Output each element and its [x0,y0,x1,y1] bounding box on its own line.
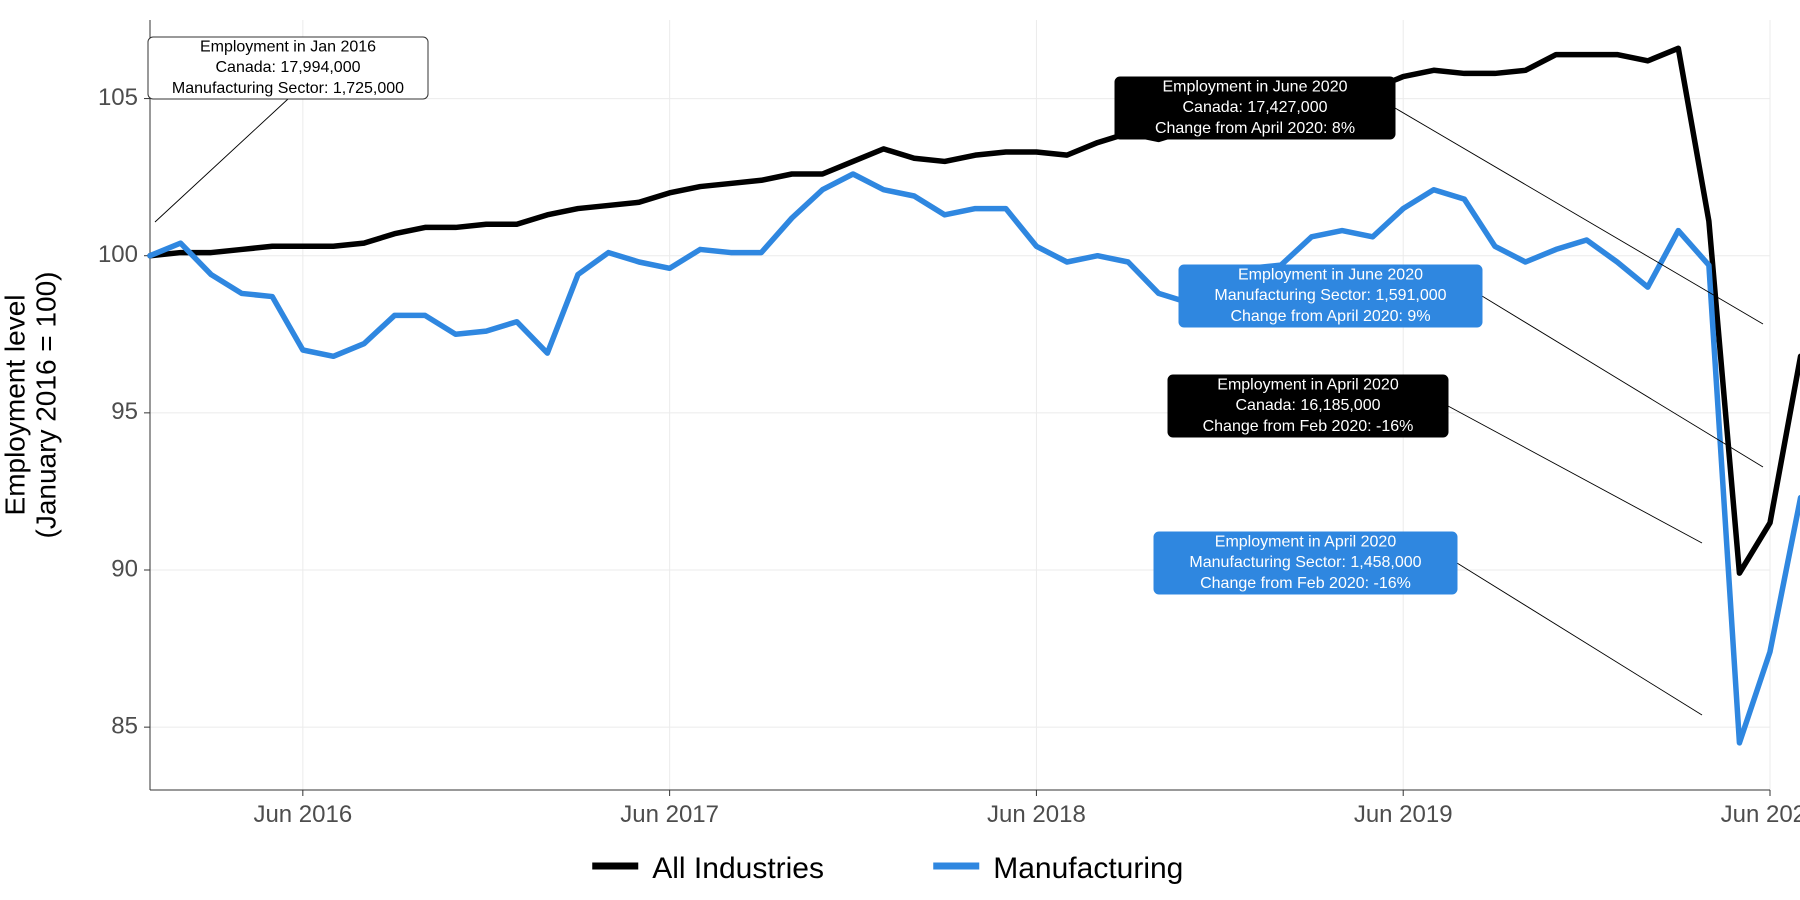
plot-panel [150,20,1770,790]
callout-text: Manufacturing Sector: 1,725,000 [172,80,404,97]
callout-text: Employment in June 2020 [1163,79,1348,96]
callout-text: Manufacturing Sector: 1,458,000 [1189,554,1421,571]
callout-text: Change from April 2020: 8% [1155,120,1355,137]
y-axis-label: Employment level(January 2016 = 100) [0,272,61,539]
y-tick-label: 95 [111,398,138,425]
callout-text: Change from April 2020: 9% [1230,308,1430,325]
x-tick-label: Jun 2019 [1354,801,1453,828]
employment-line-chart: 85 90 95 100 105 Jun 2016 Jun 2017 Jun 2018 Jun … [0,0,1800,900]
legend-swatch [933,863,979,870]
callout-text: Canada: 17,994,000 [215,59,360,76]
y-tick-label: 85 [111,712,138,739]
callout-text: Employment in June 2020 [1238,267,1423,284]
callout-text: Change from Feb 2020: -16% [1200,575,1411,592]
callout-text: Employment in April 2020 [1217,377,1399,394]
legend-label: Manufacturing [993,852,1183,885]
x-tick-label: Jun 2016 [253,801,352,828]
x-tick-label: Jun 2018 [987,801,1086,828]
x-tick-label: Jun 2017 [620,801,719,828]
legend-label: All Industries [652,852,824,885]
callout-text: Canada: 16,185,000 [1235,397,1380,414]
y-tick-label: 100 [98,241,138,268]
y-tick-label: 105 [98,84,138,111]
callout-text: Change from Feb 2020: -16% [1203,418,1414,435]
callout-text: Manufacturing Sector: 1,591,000 [1214,287,1446,304]
x-tick-label: Jun 2020 [1721,801,1800,828]
y-tick-label: 90 [111,555,138,582]
callout-text: Canada: 17,427,000 [1182,99,1327,116]
callout-text: Employment in April 2020 [1215,534,1397,551]
callout-text: Employment in Jan 2016 [200,39,376,56]
legend-swatch [592,863,638,870]
